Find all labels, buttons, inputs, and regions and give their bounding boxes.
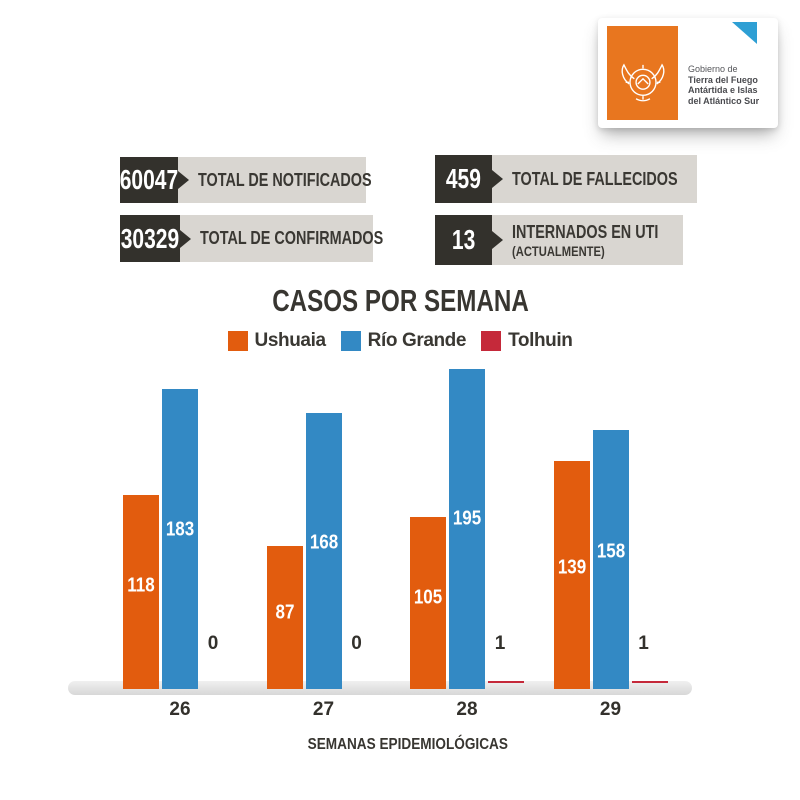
bar-río-grande-week-27: 168: [305, 413, 342, 689]
government-logo: Gobierno de Tierra del Fuego Antártida e…: [598, 18, 778, 128]
logo-orange-panel: [607, 26, 678, 120]
stat-value-box: 60047: [120, 157, 178, 203]
bar-río-grande-week-26: 183: [162, 389, 198, 689]
legend-label: Ushuaia: [254, 330, 327, 351]
stat-label-box: INTERNADOS EN UTI (ACTUALMENTE): [492, 215, 683, 265]
bar-ushuaia-week-26: 118: [123, 495, 159, 689]
legend-item-2: Río Grande: [340, 330, 467, 352]
bar-value-label: 139: [557, 556, 586, 579]
x-tick-label-week-28: 28: [456, 699, 478, 720]
bar-value-label: 118: [127, 574, 155, 597]
legend-swatch-icon: [227, 331, 248, 351]
stat-value: 459: [445, 163, 482, 194]
stat-value: 60047: [119, 164, 179, 195]
logo-text: Gobierno de Tierra del Fuego Antártida e…: [688, 64, 759, 106]
x-tick-label-week-29: 29: [599, 699, 622, 720]
tolhuin-value-label-week-27: 0: [351, 633, 362, 654]
legend-label: Tolhuin: [508, 330, 573, 351]
stat-label: TOTAL DE FALLECIDOS: [512, 168, 678, 189]
stat-value-box: 459: [435, 155, 492, 203]
coat-of-arms-icon: [621, 63, 665, 102]
bar-value-label: 105: [413, 586, 443, 609]
x-tick-label-week-27: 27: [312, 699, 335, 720]
stat-label-box: TOTAL DE CONFIRMADOS: [180, 215, 384, 262]
chart-title: CASOS POR SEMANA: [271, 283, 529, 318]
tolhuin-value-label-week-28: 1: [494, 633, 506, 654]
tolhuin-value-label-week-26: 0: [207, 633, 219, 654]
stat-label: INTERNADOS EN UTI: [512, 221, 659, 242]
legend-label: Río Grande: [367, 330, 467, 351]
stat-total-notificados: 60047 TOTAL DE NOTIFICADOS: [120, 157, 372, 203]
legend-swatch-icon: [340, 331, 361, 351]
bar-ushuaia-week-27: 87: [266, 546, 303, 689]
x-axis-baseline: [68, 681, 692, 695]
chart-plot: SEMANAS EPIDEMIOLÓGICAS 118 183 0 26 87 168 0 2…: [68, 358, 692, 758]
legend-item-1: Ushuaia: [227, 330, 327, 352]
stat-total-confirmados: 30329 TOTAL DE CONFIRMADOS: [120, 215, 384, 262]
bar-río-grande-week-29: 158: [592, 430, 629, 689]
stat-value-box: 30329: [120, 215, 180, 262]
stat-label: TOTAL DE NOTIFICADOS: [198, 169, 372, 190]
bar-tolhuin-week-28: [488, 681, 524, 683]
logo-line-4: del Atlántico Sur: [688, 95, 760, 106]
bar-ushuaia-week-28: 105: [410, 517, 446, 689]
bar-río-grande-week-28: 195: [449, 369, 485, 689]
bar-value-label: 183: [165, 518, 195, 541]
stat-value: 30329: [120, 222, 180, 254]
logo-line-1: Gobierno de: [688, 64, 738, 74]
legend-swatch-icon: [481, 331, 502, 351]
stat-label: TOTAL DE CONFIRMADOS: [200, 228, 384, 248]
chart-legend: Ushuaia Río Grande Tolhuin: [0, 330, 800, 352]
stat-label-box: TOTAL DE NOTIFICADOS: [178, 157, 372, 203]
bar-value-label: 158: [596, 540, 625, 563]
stat-label-box: TOTAL DE FALLECIDOS: [492, 155, 697, 203]
stat-internados-uti: 13 INTERNADOS EN UTI (ACTUALMENTE): [435, 215, 683, 265]
bar-value-label: 195: [452, 507, 482, 530]
stat-total-fallecidos: 459 TOTAL DE FALLECIDOS: [435, 155, 697, 203]
legend-item-3: Tolhuin: [481, 330, 573, 352]
bar-tolhuin-week-29: [631, 681, 668, 683]
logo-line-3: Antártida e Islas: [688, 85, 758, 95]
x-axis-title: SEMANAS EPIDEMIOLÓGICAS: [307, 736, 509, 753]
stat-sublabel: (ACTUALMENTE): [512, 242, 605, 259]
bar-ushuaia-week-29: 139: [553, 461, 590, 689]
bar-value-label: 87: [275, 601, 294, 624]
stat-value: 13: [451, 224, 476, 255]
logo-line-2: Tierra del Fuego: [688, 74, 758, 85]
tolhuin-value-label-week-29: 1: [638, 633, 649, 654]
bar-value-label: 168: [309, 531, 338, 554]
x-tick-label-week-26: 26: [169, 699, 191, 720]
stat-value-box: 13: [435, 215, 492, 265]
